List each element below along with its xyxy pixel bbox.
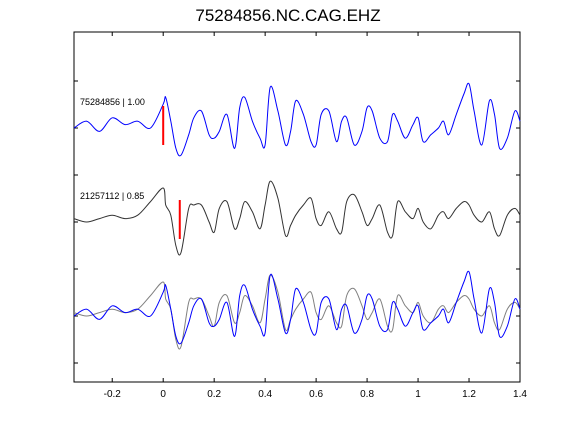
overlay-21257112-line — [73, 274, 521, 350]
waveform-traces — [73, 82, 521, 350]
x-tick-label: 0.6 — [309, 389, 323, 400]
x-tick-label: 0.2 — [207, 389, 221, 400]
trace-label-75284856: 75284856 | 1.00 — [80, 97, 145, 107]
x-tick-label: 1 — [415, 389, 421, 400]
x-tick-label: 0.8 — [360, 389, 374, 400]
trace-labels: 75284856 | 1.00 21257112 | 0.85 — [80, 97, 145, 201]
plot-axes: -0.2 0 0.2 0.4 0.6 0.8 1 1.2 1.4 — [73, 31, 527, 400]
x-tick-label: 1.4 — [513, 389, 527, 400]
x-tick-label: 0 — [160, 389, 166, 400]
trace-label-21257112: 21257112 | 0.85 — [80, 191, 144, 201]
x-tick-label: -0.2 — [104, 389, 122, 400]
trace-75284856-line — [73, 82, 521, 157]
chart-title: 75284856.NC.CAG.EHZ — [195, 6, 381, 25]
plot-frame — [73, 31, 521, 383]
overlay-75284856-line — [73, 270, 521, 345]
trace-21257112-line — [73, 180, 521, 256]
x-tick-label: 0.4 — [258, 389, 272, 400]
x-tick-label: 1.2 — [462, 389, 476, 400]
